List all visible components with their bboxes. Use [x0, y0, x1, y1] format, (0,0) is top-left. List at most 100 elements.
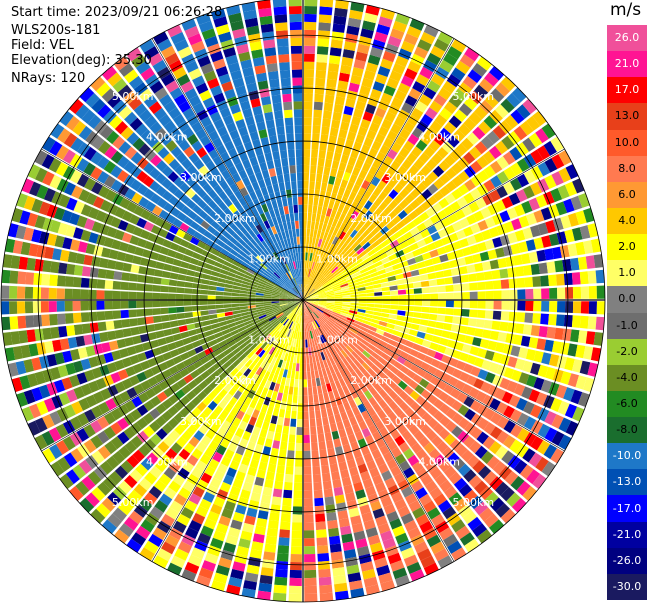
range-gate [162, 398, 173, 410]
range-gate [177, 120, 190, 133]
range-gate [550, 188, 563, 203]
range-gate [100, 199, 112, 212]
range-gate [221, 169, 231, 180]
range-gate [234, 190, 243, 200]
range-gate [393, 194, 404, 205]
range-gate [288, 205, 294, 214]
range-gate [286, 133, 294, 142]
range-gate [239, 290, 248, 294]
range-gate [116, 417, 129, 430]
range-gate [231, 306, 241, 311]
range-gate [120, 126, 134, 140]
range-gate [119, 348, 129, 359]
range-gate [433, 398, 444, 410]
range-gate [250, 492, 261, 502]
range-gate [474, 480, 488, 495]
range-gate [311, 270, 316, 279]
range-gate [346, 131, 357, 142]
range-gate [372, 187, 382, 197]
range-gate [218, 340, 228, 348]
range-gate [363, 336, 372, 343]
range-gate [273, 272, 281, 279]
range-gate [15, 360, 27, 375]
range-gate [298, 196, 303, 205]
range-gate [120, 291, 129, 300]
range-gate [296, 427, 303, 436]
range-gate [365, 332, 374, 340]
range-gate [12, 240, 23, 254]
range-gate [403, 554, 419, 567]
range-gate [243, 396, 253, 406]
range-gate [306, 285, 311, 293]
range-gate [308, 305, 315, 312]
range-gate [343, 347, 351, 356]
range-gate [221, 81, 234, 92]
range-gate [439, 185, 451, 197]
range-gate [510, 424, 523, 438]
range-gate [486, 130, 500, 145]
range-gate [103, 175, 116, 188]
range-gate [174, 94, 187, 107]
range-gate [235, 504, 247, 515]
range-gate [382, 300, 391, 305]
range-gate [404, 493, 418, 505]
range-gate [474, 328, 484, 338]
range-gate [274, 399, 282, 409]
range-gate [580, 286, 590, 299]
range-gate [297, 180, 303, 189]
range-gate [291, 313, 296, 322]
range-gate [407, 133, 420, 146]
range-gate [430, 232, 441, 242]
range-gate [358, 329, 367, 336]
range-gate [218, 320, 228, 327]
range-gate [567, 212, 579, 227]
range-gate [211, 248, 221, 257]
range-gate [378, 201, 388, 212]
range-gate [372, 315, 381, 321]
range-gate [393, 395, 404, 406]
range-gate [496, 416, 509, 429]
range-gate [266, 284, 274, 289]
range-gate [140, 360, 151, 371]
range-gate [139, 547, 155, 561]
range-gate [251, 217, 259, 227]
range-gate [533, 237, 544, 250]
range-gate [337, 387, 345, 397]
range-gate [42, 260, 52, 273]
range-gate [587, 362, 599, 377]
range-gate [279, 295, 288, 298]
range-gate [298, 276, 301, 285]
range-gate [490, 412, 503, 425]
range-gate [276, 465, 285, 474]
range-gate [117, 220, 129, 231]
range-gate [69, 374, 80, 388]
range-gate [73, 264, 84, 276]
range-gate [251, 382, 260, 392]
range-gate [26, 257, 36, 271]
range-gate [292, 228, 297, 238]
range-gate [372, 81, 385, 92]
range-gate [123, 413, 136, 426]
range-gate [80, 277, 90, 288]
range-gate [444, 485, 458, 499]
range-gate [408, 164, 420, 176]
range-gate [353, 530, 366, 541]
range-gate [285, 263, 290, 272]
range-gate [228, 386, 238, 397]
range-gate [189, 257, 199, 266]
range-gate [88, 311, 98, 322]
range-gate [241, 134, 251, 144]
range-gate [52, 339, 62, 352]
range-gate [247, 466, 257, 477]
range-gate [311, 313, 316, 321]
range-gate [277, 359, 284, 368]
range-gate [419, 274, 429, 281]
range-gate [178, 448, 191, 461]
range-gate [248, 90, 260, 101]
range-gate [206, 352, 217, 361]
range-gate [376, 564, 391, 576]
range-gate [251, 409, 260, 419]
range-gate [443, 323, 452, 331]
range-gate [259, 278, 268, 284]
range-gate [255, 401, 263, 412]
